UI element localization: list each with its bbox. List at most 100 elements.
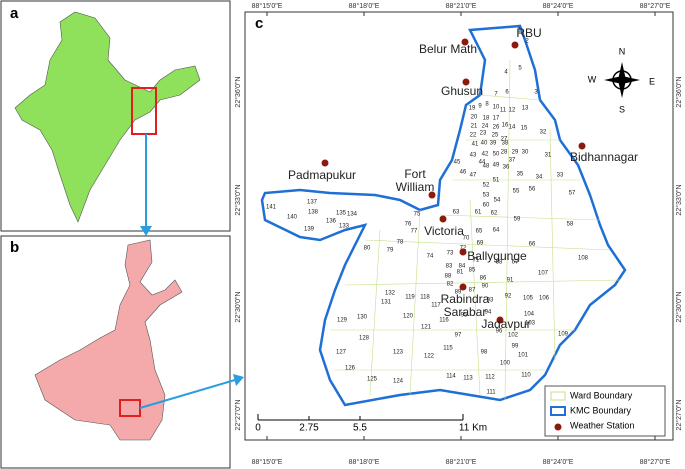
ward-label: 121 <box>421 325 432 331</box>
ward-label: 109 <box>558 332 569 338</box>
ward-label: 127 <box>336 350 347 356</box>
india-map <box>14 11 201 223</box>
compass-label: E <box>649 76 655 86</box>
ward-label: 91 <box>507 278 514 284</box>
ward-label: 123 <box>393 350 404 356</box>
ward-label: 65 <box>476 229 483 235</box>
scale-label: 2.75 <box>299 423 319 434</box>
ward-label: 30 <box>522 150 529 156</box>
ward-label: 23 <box>480 131 487 137</box>
station-label: Padmapukur <box>288 168 356 182</box>
ward-label: 6 <box>505 90 509 96</box>
ward-label: 73 <box>447 251 454 257</box>
ward-label: 129 <box>337 318 348 324</box>
legend-swatch <box>554 423 562 431</box>
station-label: Victoria <box>424 224 464 238</box>
ward-label: 85 <box>469 268 476 274</box>
ward-label: 27 <box>501 137 508 143</box>
station-label: Rabindra Sarabar <box>441 292 490 319</box>
ward-label: 35 <box>517 172 524 178</box>
ward-label: 140 <box>287 215 298 221</box>
ward-label: 113 <box>463 376 473 382</box>
ward-label: 60 <box>483 203 490 209</box>
weather-station <box>428 191 436 199</box>
ward-label: 125 <box>367 377 378 383</box>
west-bengal-map <box>34 239 183 441</box>
ward-label: 128 <box>359 336 370 342</box>
ward-label: 15 <box>521 126 528 132</box>
ward-label: 102 <box>508 333 519 339</box>
station-label: Belur Math <box>419 42 477 56</box>
lat-label: 22°27'0"N <box>675 399 683 430</box>
ward-label: 118 <box>420 295 430 301</box>
ward-label: 49 <box>493 163 500 169</box>
ward-label: 39 <box>490 141 497 147</box>
panel-label: a <box>10 5 19 22</box>
ward-label: 43 <box>470 153 477 159</box>
ward-label: 138 <box>308 210 319 216</box>
ward-label: 8 <box>485 102 489 108</box>
legend-label: Ward Boundary <box>570 390 633 400</box>
station-label: RBU <box>516 26 541 40</box>
ward-label: 64 <box>493 228 500 234</box>
ward-label: 105 <box>523 296 534 302</box>
ward-label: 89 <box>455 290 462 296</box>
ward-label: 108 <box>578 256 589 262</box>
station-label: Bidhannagar <box>570 150 638 164</box>
ward-label: 76 <box>405 222 412 228</box>
ward-label: 50 <box>493 152 500 158</box>
ward-label: 26 <box>493 125 500 131</box>
ward-label: 136 <box>326 219 337 225</box>
compass-label: W <box>588 74 597 84</box>
ward-label: 58 <box>567 222 574 228</box>
lon-label: 88°18'0"E <box>349 458 380 466</box>
ward-label: 57 <box>569 191 576 197</box>
ward-label: 119 <box>405 295 415 301</box>
weather-station <box>461 38 469 46</box>
ward-label: 48 <box>483 164 490 170</box>
ward-label: 33 <box>557 173 564 179</box>
ward-label: 96 <box>496 329 503 335</box>
ward-label: 92 <box>505 294 512 300</box>
highlight-box <box>131 87 157 135</box>
lat-label: 22°33'0"N <box>675 184 683 215</box>
ward-label: 90 <box>482 284 489 290</box>
ward-label: 40 <box>481 141 488 147</box>
lat-label: 22°30'0"N <box>675 291 683 322</box>
ward-label: 3 <box>534 90 538 96</box>
ward-label: 67 <box>512 260 519 266</box>
scale-label: 0 <box>255 423 261 434</box>
ward-label: 52 <box>483 183 490 189</box>
ward-label: 110 <box>521 373 531 379</box>
ward-label: 61 <box>475 210 482 216</box>
ward-label: 117 <box>431 303 441 309</box>
ward-label: 68 <box>496 260 503 266</box>
ward-label: 32 <box>540 130 547 136</box>
lat-label: 22°30'0"N <box>234 291 242 322</box>
ward-label: 120 <box>403 314 414 320</box>
weather-station <box>321 159 329 167</box>
ward-label: 139 <box>304 227 315 233</box>
ward-label: 38 <box>502 141 509 147</box>
ward-label: 97 <box>455 333 462 339</box>
station-label: Ballygunge <box>467 249 527 263</box>
ward-label: 47 <box>470 173 477 179</box>
ward-label: 34 <box>536 175 543 181</box>
lon-label: 88°21'0"E <box>446 2 477 10</box>
ward-label: 22 <box>470 133 477 139</box>
ward-label: 54 <box>494 198 501 204</box>
panel-label: c <box>255 15 263 32</box>
ward-label: 20 <box>471 115 478 121</box>
ward-label: 18 <box>483 116 490 122</box>
scale-label: 5.5 <box>353 423 367 434</box>
ward-label: 126 <box>345 366 356 372</box>
ward-label: 25 <box>492 133 499 139</box>
station-label: Ghusun <box>441 84 483 98</box>
weather-station <box>496 316 504 324</box>
ward-label: 59 <box>514 217 521 223</box>
ward-label: 133 <box>339 224 350 230</box>
ward-label: 62 <box>491 211 498 217</box>
legend-label: Weather Station <box>570 420 634 430</box>
ward-label: 5 <box>518 66 522 72</box>
